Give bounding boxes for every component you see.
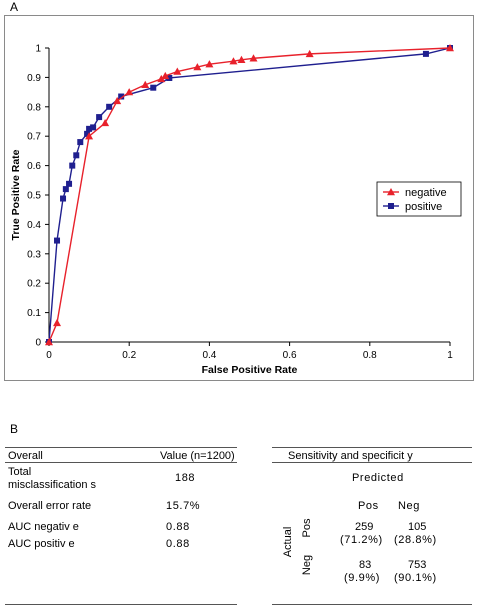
row-total-value: 188 [175,472,196,484]
data-point-positive [422,50,429,57]
data-point-positive [69,162,76,169]
data-point-negative [205,60,214,68]
row-total-label-line2: misclassification s [8,479,97,491]
data-point-positive [73,152,80,159]
data-point-positive [77,139,84,146]
predicted-label: Predicted [352,472,404,484]
cell-neg-pos-count: 83 [359,559,372,571]
data-point-negative [125,88,134,96]
col-pos-header: Pos [358,500,379,512]
row-auc-negative-label: AUC negativ e [8,521,79,533]
right-table-bottom-rule [272,604,472,605]
data-point-negative [45,338,53,346]
row-neg-label: Neg [301,554,313,576]
data-point-positive [118,93,125,100]
row-auc-positive-value: 0.88 [166,538,190,550]
roc-chart: 0 0.2 0.4 0.6 0.8 1 0 0.1 0.2 0.3 0.4 0.5 0.6 0.7 0.8 0… [10,44,462,376]
y-tick-label: 0.3 [27,249,41,260]
left-table-bottom-rule [5,604,237,605]
actual-label: Actual [282,526,294,558]
data-point-positive [66,180,73,187]
data-point-negative [173,67,182,75]
data-point-negative [305,49,314,58]
cell-neg-pos-pct: (9.9%) [344,572,380,584]
cell-pos-neg-count: 105 [408,521,427,533]
data-point-positive [106,103,113,110]
legend-marker-positive [388,203,394,209]
x-tick-label: 1 [447,350,453,361]
y-tick-label: 0.7 [27,132,41,143]
legend-box [376,181,462,217]
data-point-positive [86,125,93,132]
cell-neg-neg-pct: (90.1%) [394,572,437,584]
data-point-negative [113,96,122,105]
cell-pos-pos-count: 259 [355,521,374,533]
left-header-overall: Overall [8,450,43,462]
x-axis-title: False Positive Rate [202,364,298,376]
legend-label-positive: positive [405,201,442,213]
y-axis-title: True Positive Rate [10,149,22,240]
y-tick-label: 0.2 [27,279,41,290]
data-point-negative [193,63,202,71]
data-point-positive [150,84,157,91]
data-point-positive [166,74,173,81]
row-pos-label: Pos [301,518,313,538]
row-error-value: 15.7% [166,500,201,512]
cell-pos-neg-pct: (28.8%) [394,534,437,546]
data-point-negative [229,57,238,65]
x-tick-label: 0.2 [122,350,136,361]
series-negative [45,44,454,346]
y-tick-label: 0.4 [27,220,41,231]
right-table-header-rule [272,462,472,463]
data-point-positive [84,130,91,137]
roc-chart-frame: 0 0.2 0.4 0.6 0.8 1 0 0.1 0.2 0.3 0.4 0.5 0.6 0.7 0.8 0… [4,15,474,381]
cell-pos-pos-pct: (71.2%) [340,534,383,546]
row-auc-negative-value: 0.88 [166,521,190,533]
col-neg-header: Neg [398,500,420,512]
x-tick-label: 0.4 [202,350,216,361]
legend-label-negative: negative [405,187,447,199]
row-auc-positive-label: AUC positiv e [8,538,75,550]
data-point-negative [237,55,246,63]
left-table-header-rule [5,462,237,463]
left-table-top-rule [5,447,237,448]
right-table-top-rule [272,447,472,448]
x-tick-label: 0.8 [363,350,377,361]
data-point-negative [446,44,454,52]
right-header: Sensitivity and specificit y [288,450,413,462]
y-tick-label: 0.9 [27,73,41,84]
chart-legend: negative positive [376,181,462,217]
y-tick-label: 0.6 [27,161,41,172]
y-tick-label: 0.5 [27,191,41,202]
data-point-positive [54,237,61,244]
data-point-positive [90,124,97,131]
y-tick-label: 0 [35,338,41,349]
data-point-positive [60,195,67,202]
data-point-negative [85,132,94,140]
data-point-negative [101,118,110,127]
left-header-value: Value (n=1200) [160,450,235,462]
data-point-negative [161,71,170,80]
data-point-negative [249,54,258,62]
data-point-negative [157,74,166,83]
y-tick-label: 0.8 [27,102,41,113]
panel-a-label: A [10,0,19,14]
data-point-positive [96,114,103,121]
data-point-negative [53,318,62,327]
legend-marker-negative [387,188,395,196]
data-point-negative [141,80,150,88]
x-tick-label: 0.6 [283,350,297,361]
y-tick-label: 0.1 [27,308,41,319]
x-tick-label: 0 [46,350,52,361]
row-error-label: Overall error rate [8,500,92,512]
y-tick-label: 1 [35,44,41,55]
row-total-label-line1: Total [8,466,32,478]
data-point-positive [62,186,69,193]
panel-b-label: B [10,422,19,436]
cell-neg-neg-count: 753 [408,559,427,571]
